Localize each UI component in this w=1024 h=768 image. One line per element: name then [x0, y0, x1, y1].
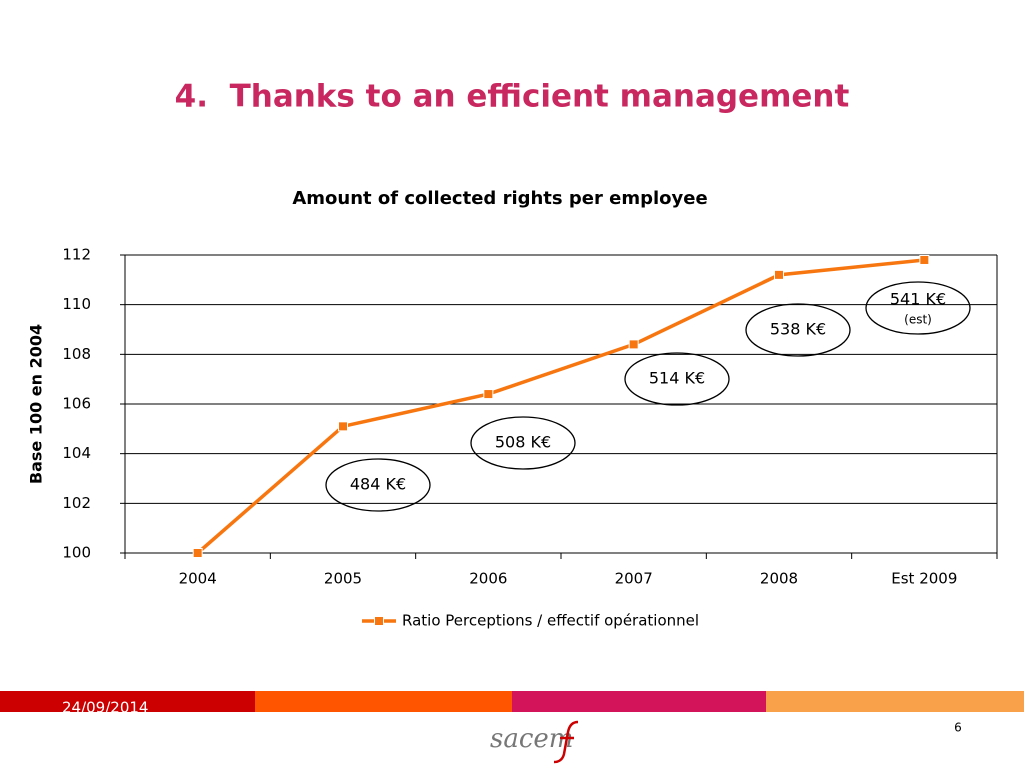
y-tick-label: 102 — [62, 494, 91, 512]
x-tick-label: Est 2009 — [891, 570, 957, 588]
y-tick-label: 108 — [62, 345, 91, 363]
y-axis-label: Base 100 en 2004 — [27, 324, 46, 484]
footer-bar — [512, 691, 766, 712]
y-tick-label: 104 — [62, 444, 91, 462]
point — [628, 339, 639, 350]
y-tick-label: 100 — [62, 544, 91, 562]
y-tick-label: 110 — [62, 295, 91, 313]
line — [196, 258, 925, 555]
y-tick-label: 106 — [62, 395, 91, 413]
point — [483, 389, 494, 400]
page-number: 6 — [954, 721, 962, 735]
legend-label: Ratio Perceptions / effectif opérationne… — [402, 612, 699, 630]
logo: sacem — [490, 724, 573, 754]
annotation: 508 K€ — [495, 433, 551, 452]
x-tick-label: 2007 — [615, 570, 653, 588]
x-tick-label: 2008 — [760, 570, 798, 588]
point — [919, 254, 930, 265]
legend-marker — [374, 616, 384, 626]
annotation-note: (est) — [904, 313, 932, 327]
date: 24/09/2014 — [62, 699, 148, 717]
annotation: 514 K€ — [649, 369, 705, 388]
point — [192, 548, 203, 558]
y-tick-label: 112 — [62, 246, 91, 264]
slide-title: 4. Thanks to an efficient management — [175, 79, 850, 115]
annotation-ellipse — [325, 458, 431, 512]
annotation-ellipse — [470, 416, 576, 470]
annotation: 484 K€ — [350, 475, 406, 494]
x-tick-label: 2004 — [179, 570, 217, 588]
x-tick-label: 2006 — [469, 570, 507, 588]
x-tick-label: 2005 — [324, 570, 362, 588]
point — [774, 269, 784, 280]
annotation: 538 K€ — [770, 320, 826, 339]
annotation-ellipse — [865, 281, 971, 335]
footer-bar — [0, 691, 255, 712]
annotation: 541 K€ — [890, 290, 946, 309]
footer-bar — [255, 691, 512, 712]
annotation-ellipse — [745, 303, 851, 357]
chart-title: Amount of collected rights per employee — [292, 188, 707, 209]
logo-mark — [553, 720, 579, 764]
annotation-ellipse — [624, 352, 730, 406]
footer-bar — [766, 691, 1024, 712]
point — [338, 421, 348, 432]
